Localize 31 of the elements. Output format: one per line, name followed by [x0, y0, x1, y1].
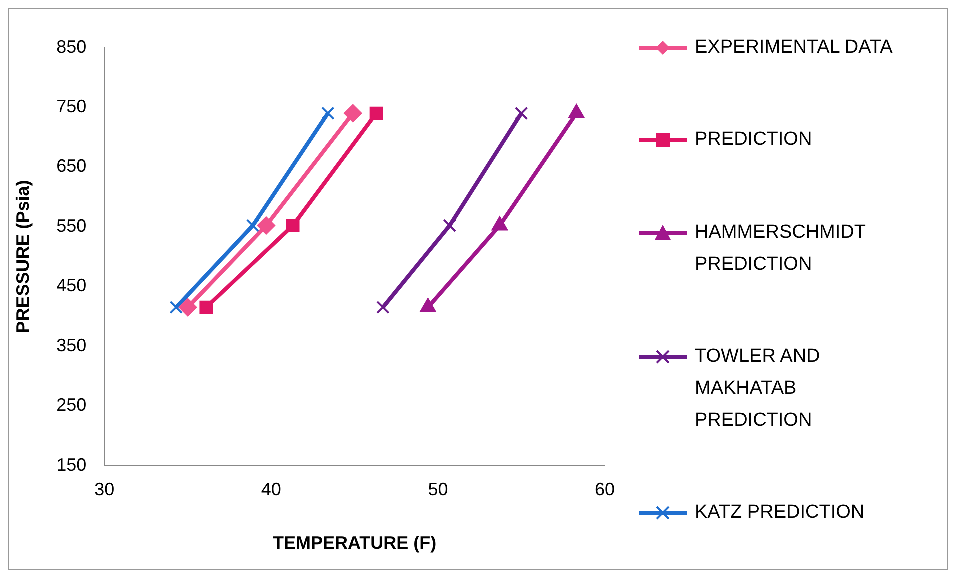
y-tick-label: 550 [56, 216, 87, 236]
y-tick-label: 650 [56, 156, 87, 176]
x-tick-label: 30 [94, 480, 115, 500]
point [370, 106, 384, 120]
point [286, 219, 300, 232]
point [376, 300, 390, 314]
y-tick-label: 750 [56, 96, 87, 116]
y-tick-label: 450 [56, 276, 87, 296]
x-tick-label: 60 [594, 480, 616, 500]
y-tick-label: 250 [56, 395, 87, 416]
point [344, 104, 362, 122]
point [321, 106, 335, 120]
point [443, 219, 457, 232]
legend-label: PREDICTION [695, 128, 814, 152]
y-tick-label: 150 [56, 454, 87, 475]
x-tick-label: 50 [428, 480, 448, 500]
point [179, 298, 198, 317]
point [170, 300, 184, 314]
point [257, 216, 276, 235]
point [200, 300, 214, 314]
legend-label: HAMMERSCHMIDT PREDICTION [695, 220, 867, 276]
y-tick-label: 350 [56, 335, 87, 356]
x-tick-label: 40 [261, 480, 282, 500]
point [246, 219, 260, 232]
y-tick-label: 850 [56, 36, 87, 57]
point [514, 106, 528, 120]
y-axis-title: PRESSURE (Psia) [12, 180, 33, 334]
x-axis-title: TEMPERATURE (F) [272, 533, 437, 554]
legend-label: TOWLER AND MAKHATAB PREDICTION [695, 344, 822, 433]
legend-label: EXPERIMENTAL DATA [695, 36, 894, 60]
legend-label: KATZ PREDICTION [695, 501, 866, 525]
